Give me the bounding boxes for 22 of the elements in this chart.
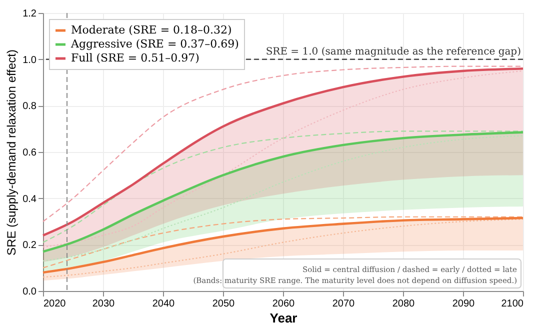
- legend-label: Full (SRE = 0.51–0.97): [71, 52, 200, 64]
- y-tick-label: 1.2: [22, 8, 37, 20]
- y-tick-label: 0.6: [22, 148, 37, 158]
- x-tick-label: 2100: [501, 298, 524, 310]
- x-tick-label: 2030: [92, 298, 116, 310]
- legend-label: Aggressive (SRE = 0.37–0.69): [70, 38, 239, 50]
- legend-label: Moderate (SRE = 0.18–0.32): [71, 24, 232, 36]
- x-tick-label: 2040: [152, 298, 176, 310]
- x-tick-label: 2070: [332, 298, 356, 310]
- x-tick-label: 2050: [212, 298, 236, 310]
- x-tick-label: 2060: [272, 298, 296, 310]
- y-axis-title: SRE (supply-demand relaxation effect): [4, 50, 19, 256]
- x-axis-title: Year: [270, 310, 298, 326]
- y-tick-label: 0.0: [22, 286, 37, 298]
- y-tick-label: 1.0: [22, 54, 37, 66]
- y-tick-label: 0.2: [22, 240, 37, 252]
- y-tick-label: 0.4: [22, 194, 37, 205]
- x-tick-label: 2090: [452, 298, 476, 310]
- y-tick-label: 0.8: [22, 101, 37, 112]
- x-tick-label: 2080: [392, 298, 416, 310]
- ref-line-label: SRE = 1.0 (same magnitude as the reference gap): [266, 46, 522, 58]
- x-tick-label: 2020: [44, 298, 66, 310]
